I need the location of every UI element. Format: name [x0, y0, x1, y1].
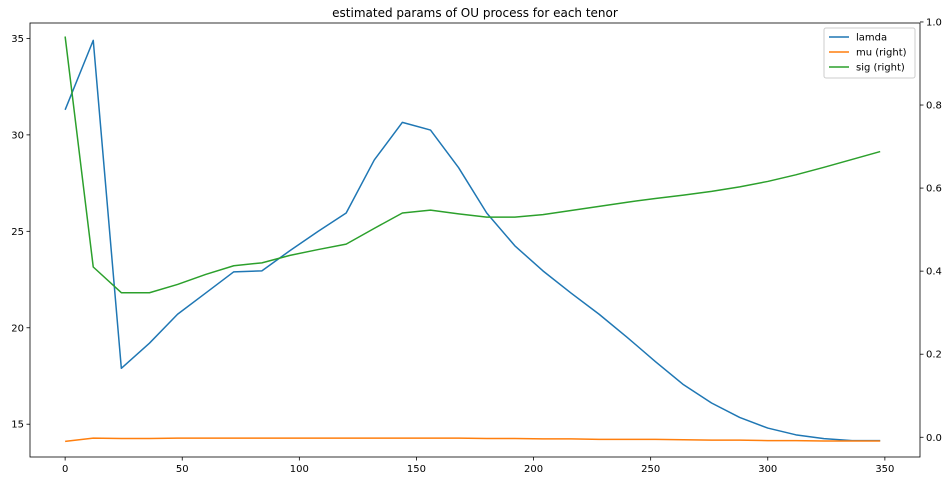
y-left-tick-label: 20 — [11, 323, 24, 334]
legend-box — [823, 27, 916, 79]
legend: lamda mu (right) sig (right) — [823, 27, 916, 79]
y-right-tick-label: 0.6 — [926, 184, 942, 195]
x-tick-label: 250 — [641, 464, 660, 475]
series-line-mu — [65, 437, 881, 443]
y-left-tick-label: 30 — [11, 130, 24, 141]
plot-frame — [29, 22, 921, 458]
chart-title: estimated params of OU process for each … — [332, 6, 618, 20]
y-left-tick-label: 35 — [11, 34, 24, 45]
y-right-tick-label: 1.0 — [926, 17, 942, 28]
x-tick-label: 350 — [875, 464, 894, 475]
legend-label: sig (right) — [856, 63, 905, 74]
legend-label: mu (right) — [856, 48, 907, 59]
x-tick-label: 150 — [407, 464, 426, 475]
x-tick-label: 200 — [524, 464, 543, 475]
series-line-lamda — [64, 39, 881, 442]
axes-layer: 0 50 100 150 200 250 300 350 15 20 25 30 35 0.0 0.2 0.4… — [11, 17, 942, 475]
x-tick-label: 300 — [758, 464, 777, 475]
series-line-sig — [64, 36, 881, 294]
y-right-tick-label: 0.0 — [926, 433, 942, 444]
y-right-tick-label: 0.2 — [926, 350, 942, 361]
x-tick-label: 50 — [176, 464, 189, 475]
y-right-tick-label: 0.4 — [926, 267, 942, 278]
y-left-tick-label: 25 — [11, 227, 24, 238]
series-layer — [64, 36, 881, 443]
x-tick-label: 0 — [62, 464, 68, 475]
y-right-tick-label: 0.8 — [926, 101, 942, 112]
y-left-tick-label: 15 — [11, 420, 24, 431]
legend-label: lamda — [856, 33, 887, 44]
x-tick-label: 100 — [290, 464, 309, 475]
